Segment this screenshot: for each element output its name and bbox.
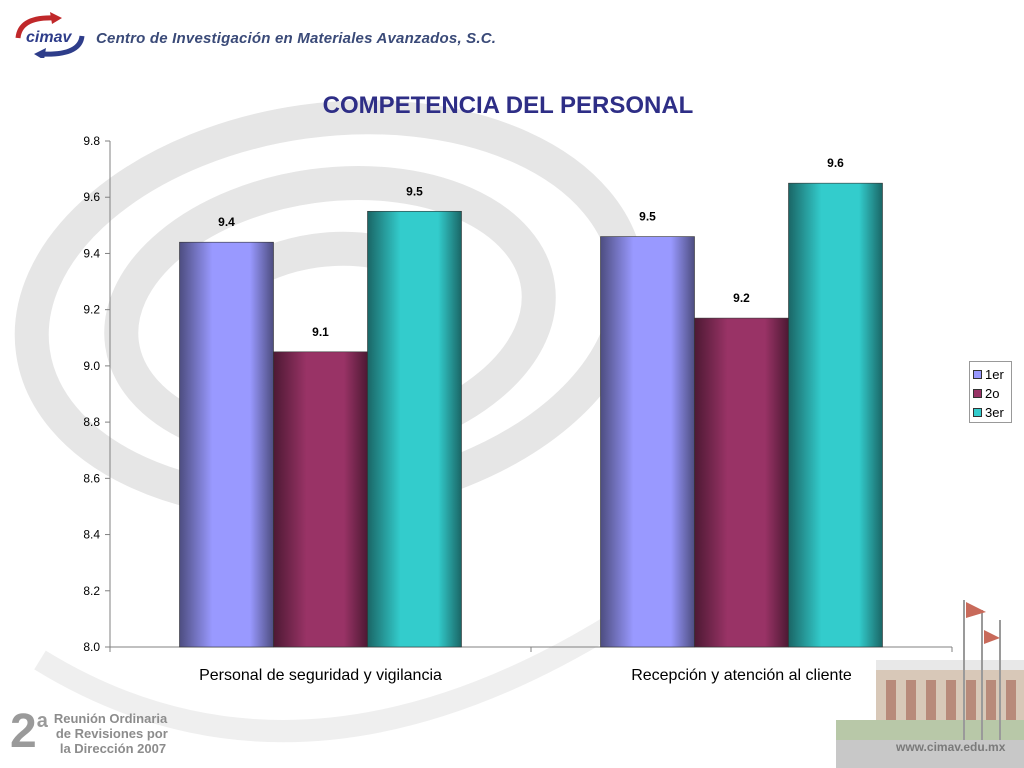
bar-1er-1 [179,241,274,648]
logo-text: cimav [26,29,72,46]
y-tick-label: 9.2 [83,303,100,317]
data-label: 9.1 [312,325,329,339]
bar-2o-1 [273,351,368,648]
meeting-line-3: la Dirección 2007 [59,741,167,756]
legend-item-2o: 2o [973,384,1009,403]
y-tick-label: 9.6 [83,190,100,204]
cimav-logo: cimav [15,12,85,58]
legend-label: 1er [985,367,1004,382]
legend-item-1er: 1er [973,365,1009,384]
legend-swatch-1er [973,370,982,379]
x-category-label: Recepción y atención al cliente [631,667,852,684]
meeting-line-1: Reunión Ordinaria [53,711,168,726]
bar-1er-2 [600,236,695,648]
legend-label: 3er [985,405,1004,420]
meeting-banner: 2 a Reunión Ordinaria de Revisiones por … [10,706,168,760]
legend-item-3er: 3er [973,403,1009,422]
meeting-line-2: de Revisiones por [55,726,168,741]
org-name: Centro de Investigación en Materiales Av… [96,30,497,47]
y-tick-label: 8.4 [83,528,100,542]
legend-label: 2o [985,386,1000,401]
meeting-number: 2 [10,705,37,758]
legend-swatch-2o [973,389,982,398]
meeting-superscript: a [36,710,48,732]
chart-legend: 1er 2o 3er [969,361,1012,423]
y-tick-label: 8.2 [83,584,100,598]
chart-title: COMPETENCIA DEL PERSONAL [322,92,694,119]
y-tick-label: 9.8 [83,134,100,148]
slide-header: cimav Centro de Investigación en Materia… [0,0,1024,62]
y-tick-label: 8.6 [83,471,100,485]
y-tick-label: 9.0 [83,359,100,373]
data-label: 9.5 [406,184,423,198]
y-tick-label: 8.0 [83,640,100,654]
meeting-text: Reunión Ordinaria de Revisiones por la D… [54,711,168,756]
data-label: 9.6 [827,156,844,170]
bar-2o-2 [694,317,789,648]
website-url: www.cimav.edu.mx [896,740,1006,754]
y-tick-label: 8.8 [83,415,100,429]
bar-3er-2 [788,182,883,648]
data-label: 9.5 [639,210,656,224]
x-category-label: Personal de seguridad y vigilancia [199,667,442,684]
data-label: 9.2 [733,291,750,305]
legend-swatch-3er [973,408,982,417]
y-tick-label: 9.4 [83,246,100,260]
data-label: 9.4 [218,215,235,229]
bar-3er-1 [367,210,462,648]
